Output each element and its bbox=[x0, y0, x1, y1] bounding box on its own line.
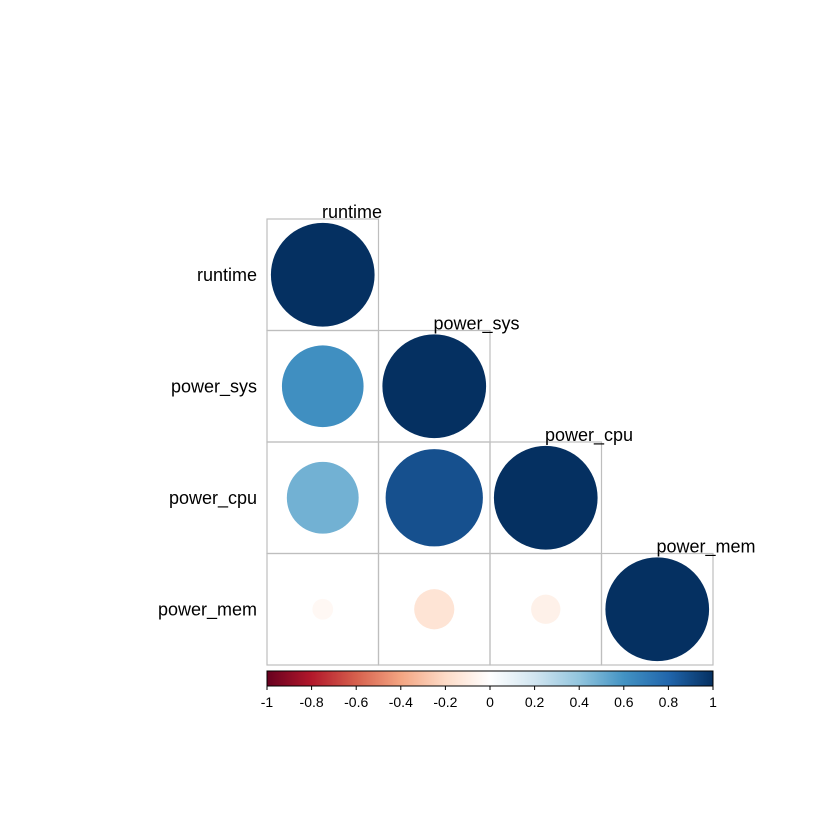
colorbar-gradient bbox=[266, 670, 714, 687]
row-label-power_mem: power_mem bbox=[158, 599, 257, 620]
correlation-circle-power_sys-power_sys bbox=[382, 334, 487, 439]
colorbar-tick-label: -1 bbox=[261, 694, 274, 710]
column-label-runtime: runtime bbox=[322, 202, 382, 222]
correlation-circle-power_mem-power_sys bbox=[414, 589, 455, 630]
colorbar: -1 -0.8 -0.6 -0.4 -0.2 0 0.2 0.4 0.6 0.8 1 bbox=[261, 670, 717, 710]
correlation-circle-power_cpu-power_sys bbox=[385, 449, 483, 547]
correlation-circle-power_sys-runtime bbox=[281, 345, 364, 428]
colorbar-tick-label: 0.6 bbox=[614, 694, 634, 710]
correlation-circle-power_cpu-power_cpu bbox=[493, 445, 598, 550]
correlation-circle-power_mem-power_mem bbox=[605, 557, 710, 662]
row-label-power_sys: power_sys bbox=[171, 376, 257, 397]
correlation-circles bbox=[270, 222, 710, 662]
correlation-circle-power_cpu-runtime bbox=[286, 461, 359, 534]
colorbar-tick-label: 0 bbox=[486, 694, 494, 710]
colorbar-tick-label: -0.2 bbox=[433, 694, 457, 710]
column-label-power_mem: power_mem bbox=[657, 537, 756, 558]
correlation-circle-runtime-runtime bbox=[270, 222, 375, 327]
column-label-power_sys: power_sys bbox=[434, 314, 520, 335]
colorbar-tick-label: 0.8 bbox=[659, 694, 679, 710]
correlation-circle-power_mem-runtime bbox=[312, 598, 334, 620]
colorbar-tick-label: -0.4 bbox=[389, 694, 413, 710]
colorbar-tick-label: 0.4 bbox=[569, 694, 589, 710]
row-label-power_cpu: power_cpu bbox=[169, 488, 257, 509]
column-label-power_cpu: power_cpu bbox=[545, 425, 633, 446]
row-label-runtime: runtime bbox=[197, 265, 257, 285]
correlation-circle-power_mem-power_cpu bbox=[531, 594, 561, 624]
colorbar-tick-label: 1 bbox=[709, 694, 717, 710]
variable-labels: runtime runtime power_sys power_sys power_cp… bbox=[158, 202, 756, 620]
matrix-grid bbox=[266, 218, 714, 666]
colorbar-tick-label: -0.6 bbox=[344, 694, 368, 710]
grid-cell bbox=[600, 552, 714, 666]
colorbar-tick-label: -0.8 bbox=[300, 694, 324, 710]
colorbar-tick-label: 0.2 bbox=[525, 694, 545, 710]
